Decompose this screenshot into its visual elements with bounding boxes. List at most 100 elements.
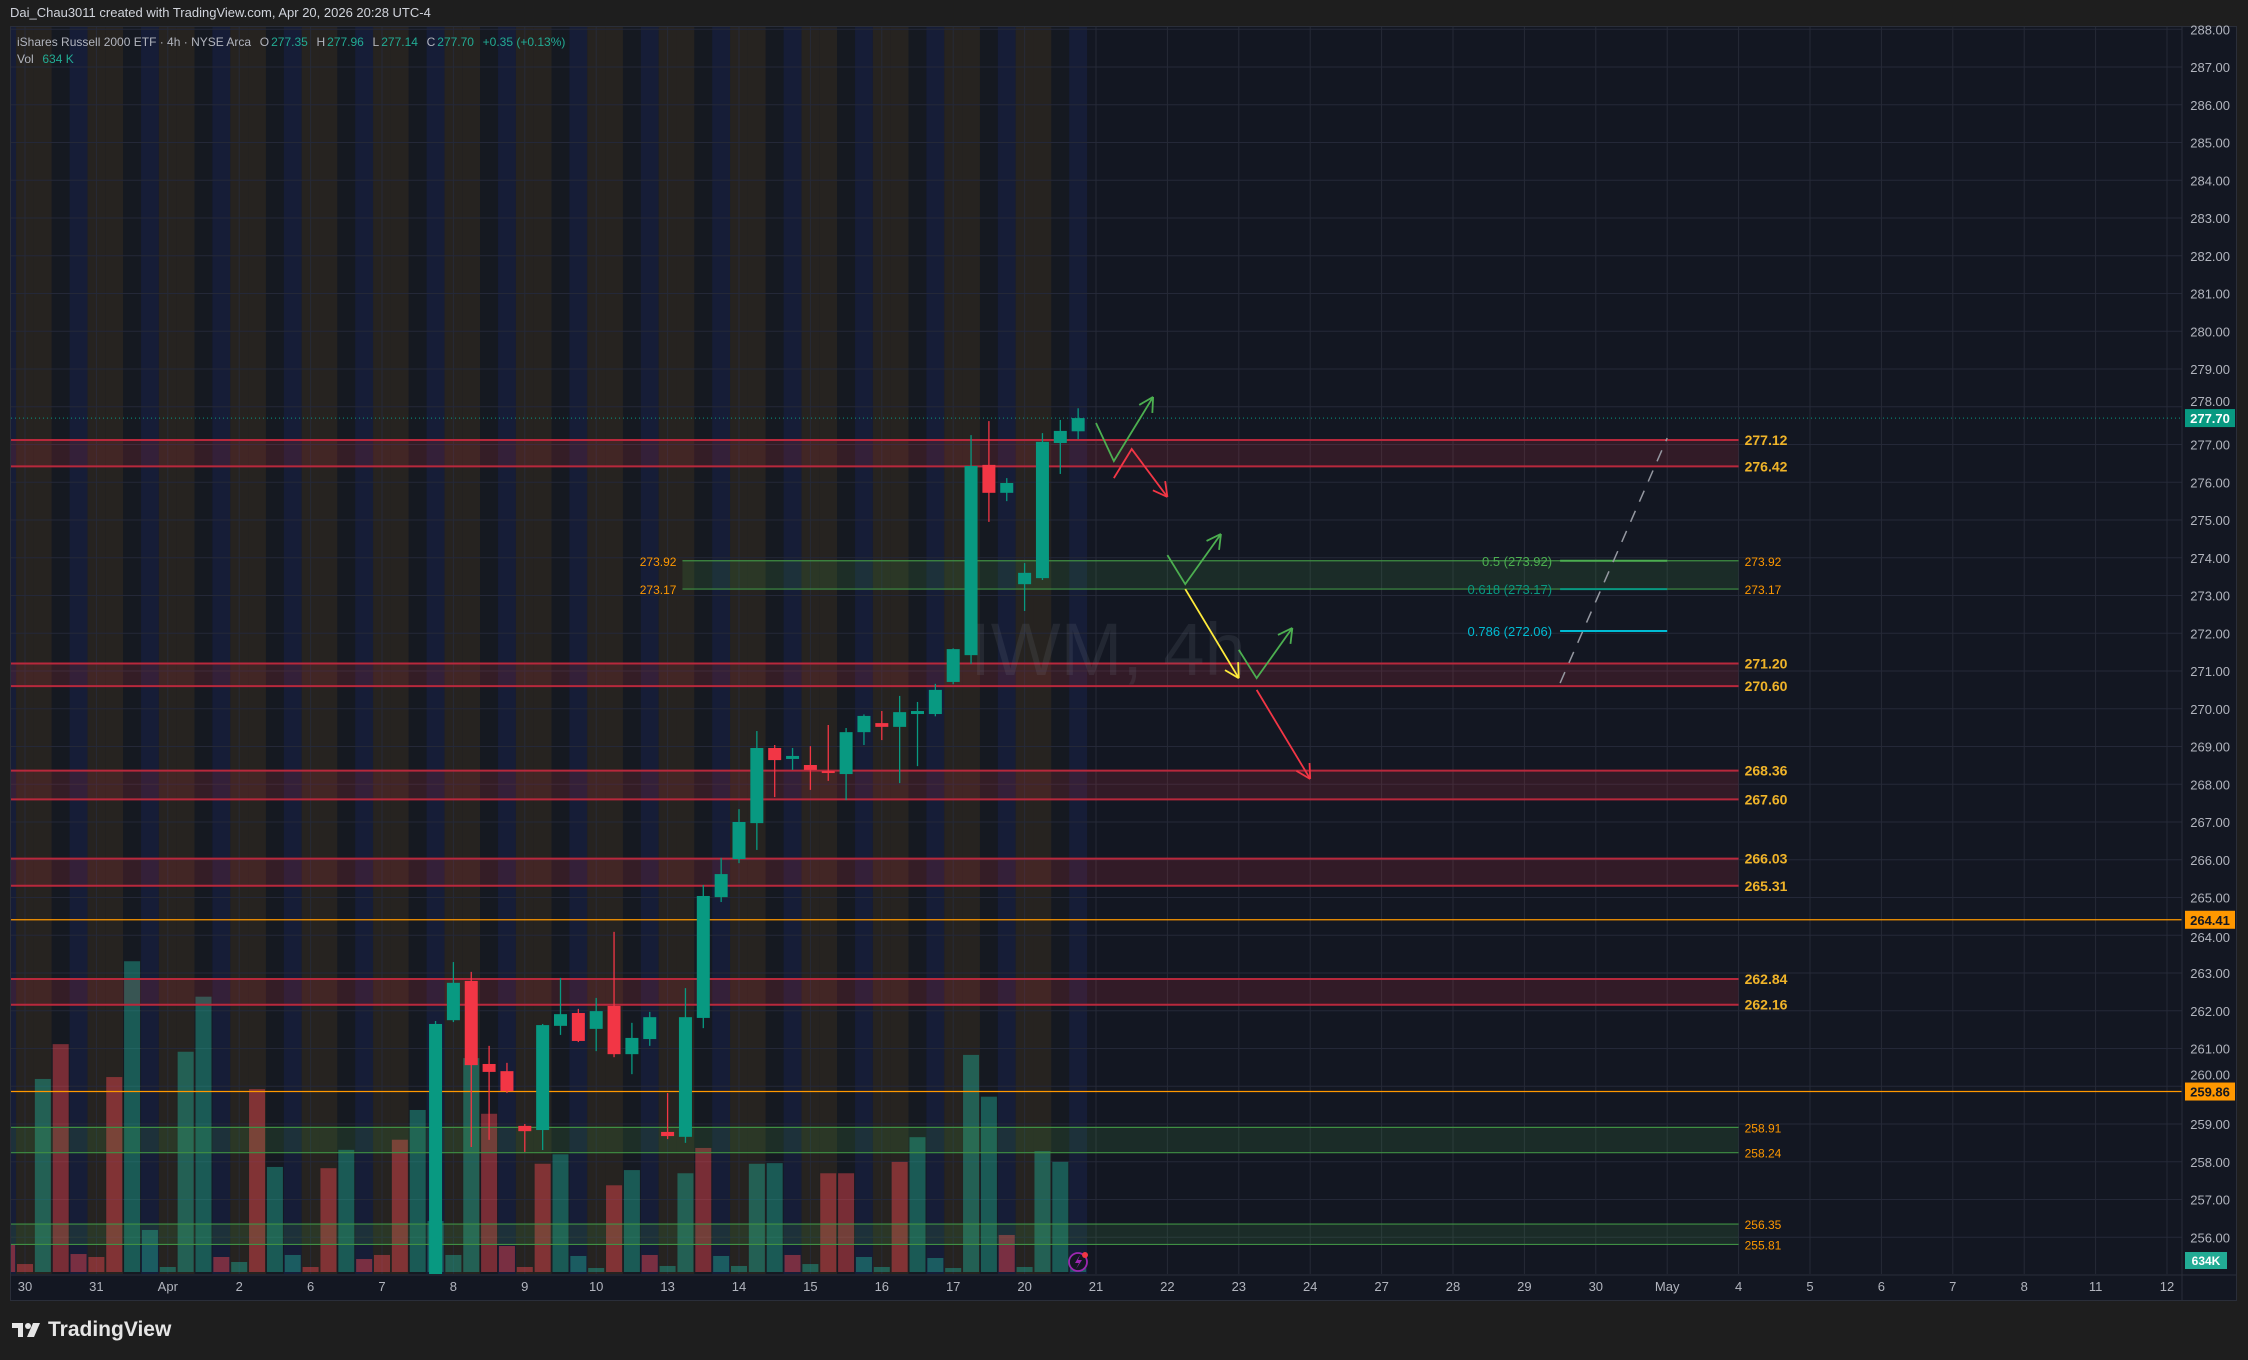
projection-arrow[interactable] (1238, 627, 1294, 680)
arrow-path (1184, 588, 1240, 679)
time-tick-label: 7 (378, 1279, 385, 1294)
price-tick-label: 279.00 (2190, 362, 2230, 377)
candle-body (446, 982, 460, 1021)
tradingview-logo[interactable]: TradingView (12, 1318, 171, 1342)
price-tick-label: 258.00 (2190, 1155, 2230, 1170)
candle-body (1035, 441, 1049, 579)
candle (482, 1045, 496, 1140)
session-background (462, 27, 481, 1274)
plot-area[interactable]: 277.12 276.42 271.20 270.60 268.36 267.60 266.… (0, 27, 2182, 1279)
volume-bar (748, 1163, 765, 1272)
projection-arrow[interactable] (1166, 533, 1222, 586)
time-axis[interactable]: 30 31 Apr 2 6 7 8 9 10 13 14 15 16 17 20 21 22 23 24 27 28 29… (18, 1279, 2174, 1294)
volume-bar (873, 1267, 890, 1272)
candle-body (625, 1037, 639, 1055)
time-tick-label: 29 (1517, 1279, 1531, 1294)
projection-arrow[interactable] (1184, 588, 1240, 679)
candle (839, 728, 853, 801)
projection-arrow[interactable] (1255, 689, 1312, 780)
candle-body (893, 712, 907, 727)
price-tick-label: 263.00 (2190, 966, 2230, 981)
price-tick-label: 274.00 (2190, 551, 2230, 566)
candle (911, 701, 924, 767)
arrow-path (1095, 396, 1154, 464)
time-tick-label: 27 (1374, 1279, 1388, 1294)
arrow-path (1166, 533, 1222, 586)
candle (964, 435, 978, 664)
volume-bar (802, 1264, 819, 1272)
candle (571, 1008, 585, 1043)
arrow-path (1255, 689, 1311, 780)
change-value: +0.35 (+0.13%) (482, 35, 566, 49)
volume-bar (88, 1257, 105, 1272)
price-tick-label: 268.00 (2190, 777, 2230, 792)
session-background (265, 27, 284, 1274)
price-tick-label: 257.00 (2190, 1193, 2230, 1208)
price-tick-label: 286.00 (2190, 98, 2230, 113)
volume-label[interactable]: Vol (17, 52, 34, 66)
candle (982, 421, 996, 522)
candle (429, 1020, 443, 1274)
chart-attribution: Dai_Chau3011 created with TradingView.co… (10, 5, 431, 20)
volume-bar (1034, 1151, 1051, 1272)
arrow-head (1206, 533, 1222, 542)
price-tick-label: 259.00 (2190, 1117, 2230, 1132)
arrow-head (1289, 627, 1294, 644)
time-tick-label: 21 (1089, 1279, 1103, 1294)
resistance-zone (11, 979, 1739, 1005)
open-value: 277.35 (271, 35, 308, 49)
volume-bar (320, 1168, 337, 1272)
price-tick-label: 269.00 (2190, 740, 2230, 755)
price-axis[interactable]: 256.00 257.00 258.00 259.00 260.00 261.00 262.… (2185, 22, 2235, 1269)
candle (643, 1011, 657, 1046)
volume-bar (1016, 1267, 1033, 1272)
volume-bar (266, 1166, 283, 1272)
zone-price-label: 267.60 (1745, 791, 1788, 807)
price-tick-label: 260.00 (2190, 1068, 2230, 1083)
lightning-alert-icon[interactable] (1068, 1252, 1088, 1272)
session-background (997, 27, 1016, 1274)
session-background (765, 27, 784, 1274)
session-background (783, 27, 802, 1274)
candle-body (643, 1017, 657, 1040)
projection-arrow[interactable] (1113, 447, 1169, 498)
time-tick-label: 2 (236, 1279, 243, 1294)
price-tick-label: 267.00 (2190, 815, 2230, 830)
session-background (105, 27, 124, 1274)
support-zone (11, 1224, 1739, 1245)
time-tick-label: Apr (158, 1279, 179, 1294)
session-background (747, 27, 766, 1274)
price-tick-label: 266.00 (2190, 853, 2230, 868)
price-tick-label: 288.00 (2190, 22, 2230, 37)
session-background (480, 27, 499, 1274)
volume-bar (891, 1161, 908, 1272)
projection-arrow[interactable] (1095, 396, 1155, 464)
session-background (283, 27, 302, 1274)
volume-badge-bg (2185, 1252, 2227, 1269)
candle-body (482, 1063, 496, 1072)
candle (536, 1023, 550, 1151)
candle-body (964, 466, 978, 656)
dashed-trend-line[interactable] (1559, 437, 1668, 684)
candle (768, 744, 782, 798)
zone-price-label: 255.81 (1745, 1238, 1782, 1252)
candle-body (946, 649, 960, 682)
arrow-head (1295, 770, 1311, 780)
candle (661, 1093, 675, 1140)
volume-bar (141, 1229, 158, 1272)
symbol-description[interactable]: iShares Russell 2000 ETF · 4h · NYSE Arc… (17, 35, 252, 49)
volume-bar (659, 1265, 676, 1272)
candle-body (571, 1013, 585, 1041)
zone-price-label-left: 273.17 (640, 583, 677, 597)
session-background (355, 27, 374, 1274)
time-tick-label: May (1655, 1279, 1680, 1294)
arrow-head (1138, 396, 1154, 406)
price-tick-label: 280.00 (2190, 324, 2230, 339)
candle (750, 731, 764, 850)
candle (946, 648, 960, 685)
candle (678, 988, 692, 1143)
volume-bar (52, 1044, 69, 1272)
volume-bar (70, 1254, 87, 1272)
session-background (426, 27, 445, 1274)
